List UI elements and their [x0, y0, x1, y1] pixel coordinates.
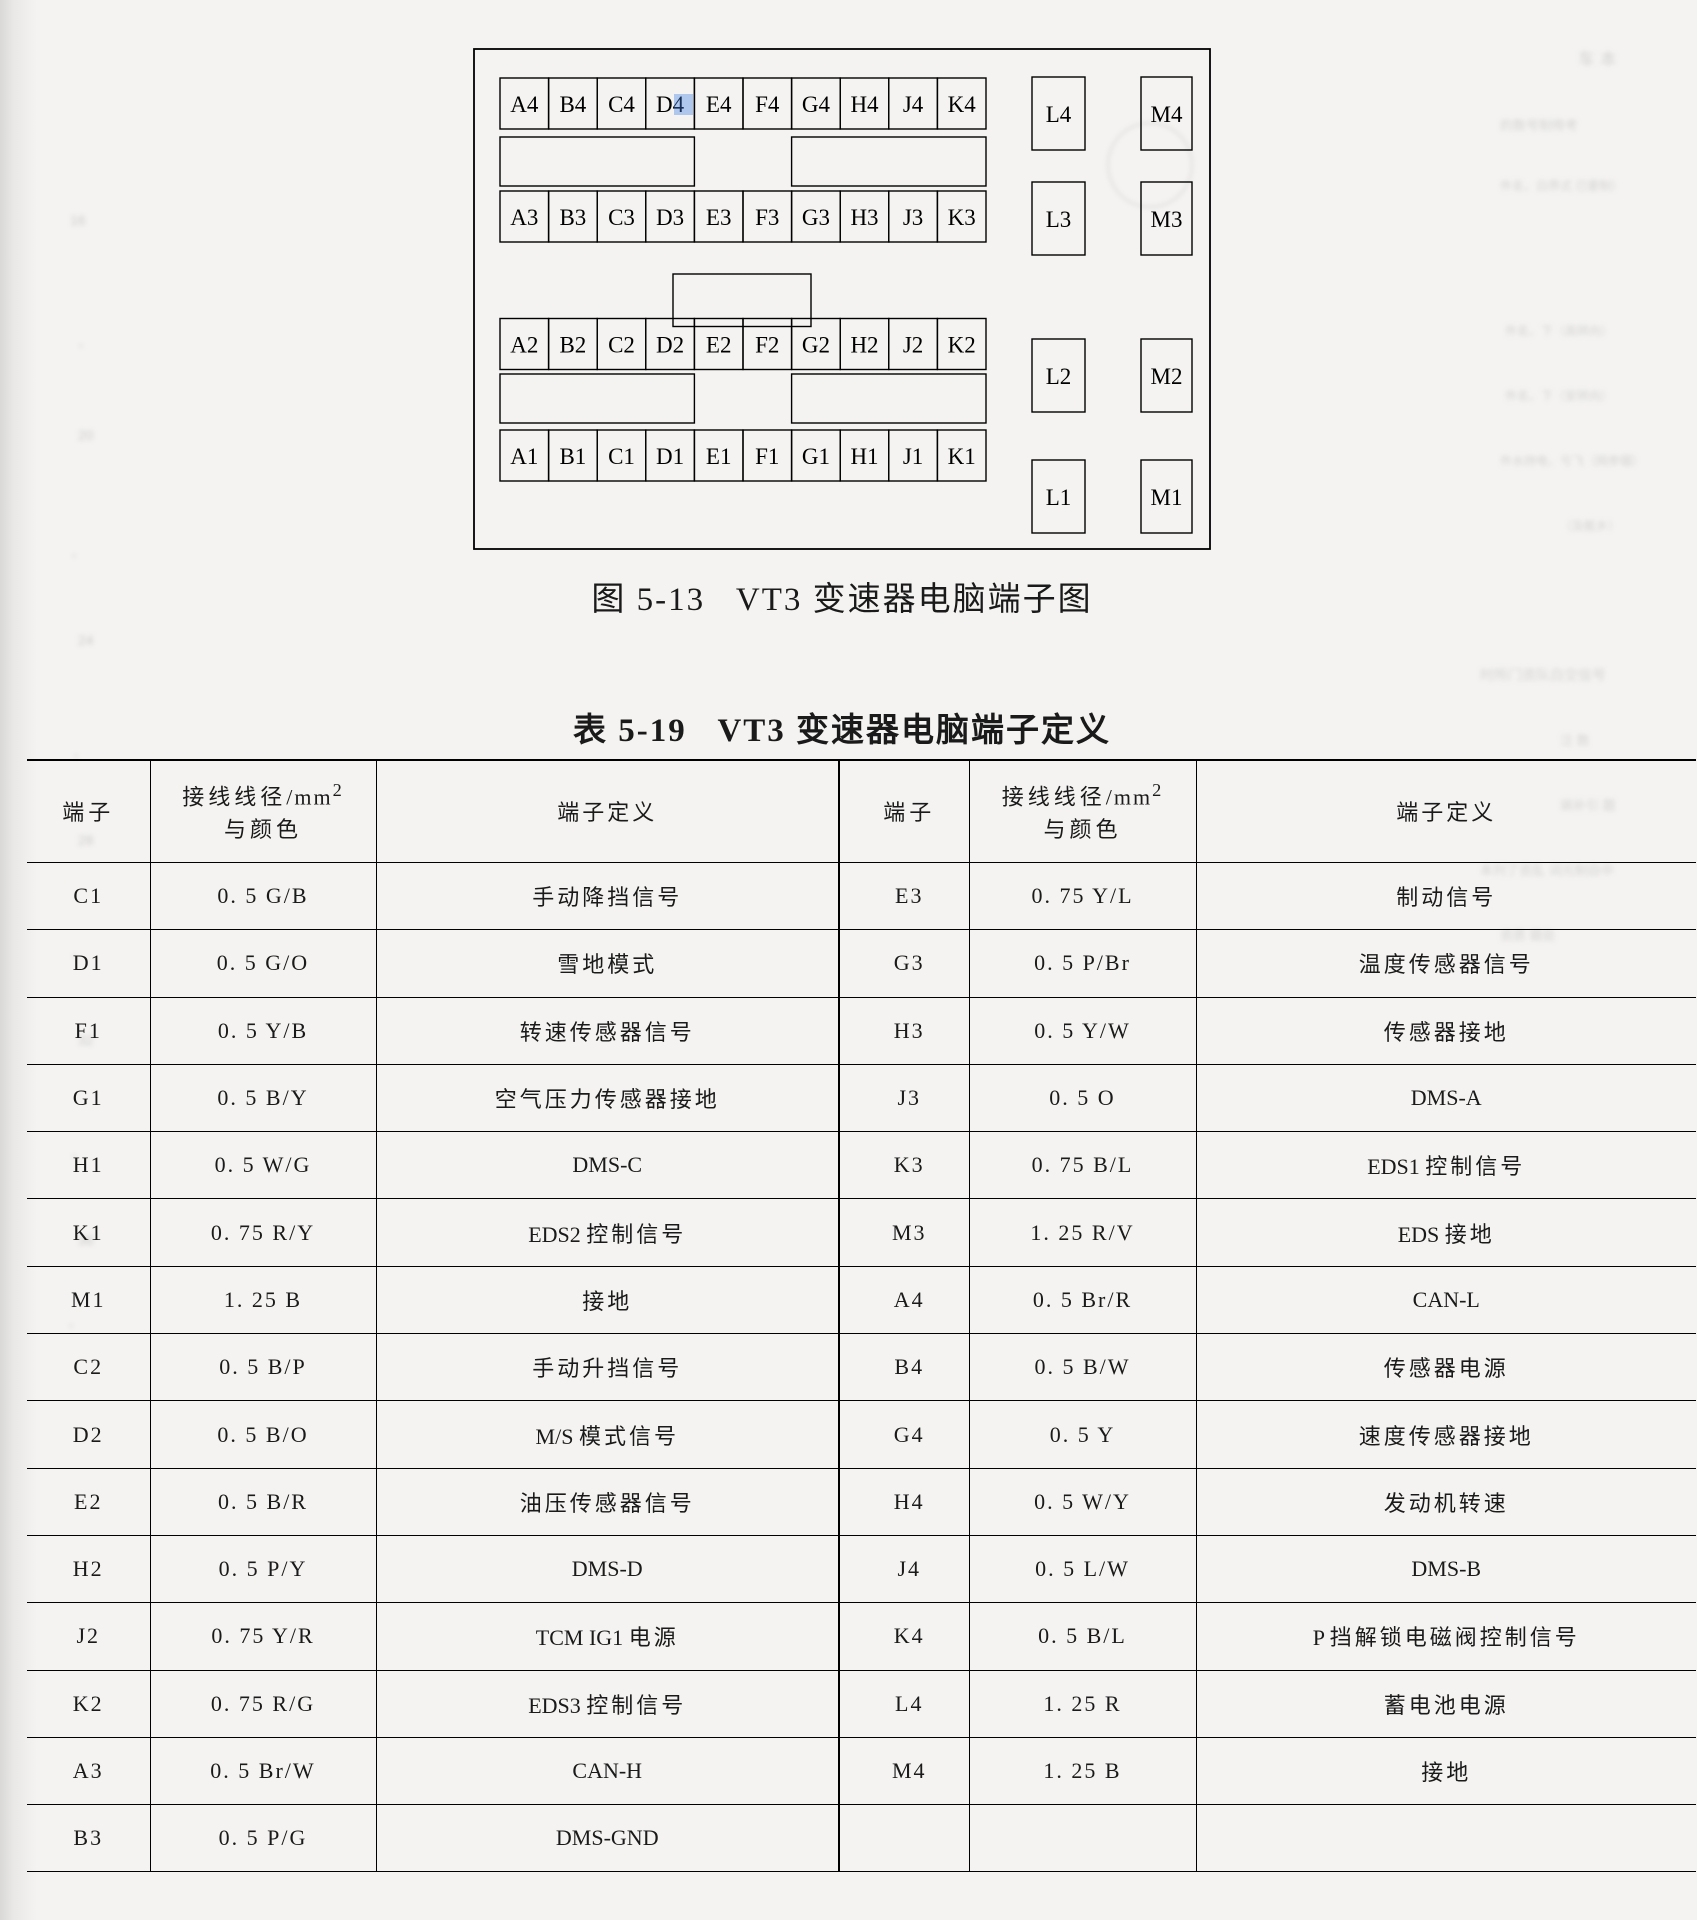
svg-text:泛 数: 泛 数 [1560, 733, 1590, 748]
svg-text:G1: G1 [802, 444, 830, 469]
svg-text:G2: G2 [802, 333, 830, 358]
svg-text:B2: B2 [559, 333, 586, 358]
svg-text:A4: A4 [510, 92, 539, 117]
svg-text:D1: D1 [656, 444, 684, 469]
svg-text:L4: L4 [1046, 102, 1072, 127]
svg-text:M1: M1 [1151, 485, 1183, 510]
svg-text:D3: D3 [656, 205, 684, 230]
svg-text:F2: F2 [755, 333, 779, 358]
svg-text:H2: H2 [850, 333, 878, 358]
svg-text:A3: A3 [510, 205, 538, 230]
svg-text:H3: H3 [850, 205, 878, 230]
svg-text:K1: K1 [948, 444, 976, 469]
svg-text:时所门资队白交信号: 时所门资队白交信号 [1480, 667, 1606, 683]
svg-text:J2: J2 [903, 333, 923, 358]
svg-text:C4: C4 [608, 92, 635, 117]
svg-text:C1: C1 [608, 444, 635, 469]
svg-text:G3: G3 [802, 205, 830, 230]
svg-text:A1: A1 [510, 444, 538, 469]
svg-text:J1: J1 [903, 444, 923, 469]
svg-text:K4: K4 [948, 92, 977, 117]
svg-text:24: 24 [78, 632, 94, 648]
svg-text:H4: H4 [850, 92, 879, 117]
svg-text:D2: D2 [656, 333, 684, 358]
svg-text:L1: L1 [1046, 485, 1072, 510]
svg-text:K2: K2 [948, 333, 976, 358]
svg-text:L3: L3 [1046, 207, 1072, 232]
svg-text:J3: J3 [903, 205, 923, 230]
svg-text:M2: M2 [1151, 364, 1183, 389]
svg-text:E1: E1 [706, 444, 732, 469]
svg-text:A2: A2 [510, 333, 538, 358]
svg-text:B4: B4 [559, 92, 586, 117]
svg-text:L2: L2 [1046, 364, 1072, 389]
svg-text:F1: F1 [755, 444, 779, 469]
svg-text:C3: C3 [608, 205, 635, 230]
svg-text:M3: M3 [1151, 207, 1183, 232]
svg-text:H1: H1 [850, 444, 878, 469]
svg-text:C2: C2 [608, 333, 635, 358]
svg-text:M4: M4 [1151, 102, 1183, 127]
svg-text:B1: B1 [559, 444, 586, 469]
svg-text:G4: G4 [802, 92, 831, 117]
svg-text:K3: K3 [948, 205, 976, 230]
svg-text:E4: E4 [706, 92, 732, 117]
svg-text:B3: B3 [559, 205, 586, 230]
svg-text:F3: F3 [755, 205, 779, 230]
svg-text:E3: E3 [706, 205, 732, 230]
svg-text:E2: E2 [706, 333, 732, 358]
svg-text:F4: F4 [755, 92, 780, 117]
svg-text:J4: J4 [903, 92, 924, 117]
